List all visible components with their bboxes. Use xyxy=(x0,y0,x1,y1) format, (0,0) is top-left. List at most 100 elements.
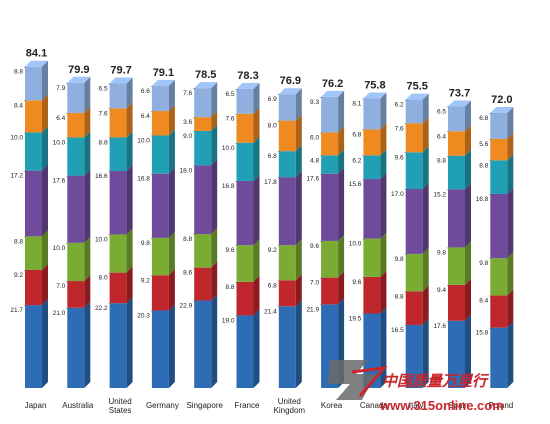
bar-segment xyxy=(363,129,381,156)
watermark: 中国质量万里行 www.315online.com xyxy=(328,360,504,413)
segment-value-label: 6.4 xyxy=(141,113,150,120)
bar-segment-side xyxy=(126,266,133,304)
bar-segment-side xyxy=(465,314,471,388)
bar-segment-side xyxy=(295,171,302,246)
bar-segment-side xyxy=(507,252,514,296)
bar-segment xyxy=(67,137,85,176)
segment-value-label: 15.8 xyxy=(476,330,489,337)
bar-stack xyxy=(25,60,48,388)
bar-segment xyxy=(490,193,508,259)
bar-segment-side xyxy=(126,131,133,172)
segment-value-label: 8.8 xyxy=(14,238,23,245)
bar-segment xyxy=(194,88,212,118)
segment-value-label: 8.8 xyxy=(479,162,488,169)
bar-segment xyxy=(67,281,85,308)
bar-segment-side xyxy=(422,247,429,292)
watermark-logo-icon xyxy=(328,360,388,400)
bar-stack xyxy=(109,77,133,388)
bar-segment-side xyxy=(126,102,133,138)
bar-segment-side xyxy=(253,82,260,114)
bar-segment xyxy=(278,151,296,178)
bar-segment-side xyxy=(168,105,175,136)
bar-segment xyxy=(278,306,296,388)
bar-segment-side xyxy=(380,270,387,314)
segment-value-label: 21.0 xyxy=(53,310,66,317)
bar-segment-side xyxy=(211,124,218,166)
segment-value-label: 8.8 xyxy=(99,139,108,146)
segment-value-label: 10.0 xyxy=(10,134,23,141)
segment-value-label: 15.6 xyxy=(349,181,362,188)
bar-segment xyxy=(321,96,339,133)
segment-value-label: 17.6 xyxy=(53,178,66,185)
segment-value-label: 9.6 xyxy=(395,154,404,161)
bar-total-label: 72.0 xyxy=(491,94,512,106)
bar-segment-side xyxy=(422,146,429,189)
bar-segment xyxy=(321,240,339,278)
bar-segment xyxy=(109,234,127,273)
bar-segment-side xyxy=(168,269,175,311)
bar-total-label: 76.2 xyxy=(322,78,343,90)
bar-top-cap xyxy=(278,88,302,95)
category-label: Spain xyxy=(448,401,468,410)
bar-total-label: 79.7 xyxy=(110,65,131,77)
segment-value-label: 8.8 xyxy=(183,236,192,243)
bar-segment-side xyxy=(42,126,48,171)
bar-top-cap xyxy=(109,77,133,84)
bar-segment xyxy=(236,180,254,246)
segment-value-label: 6.8 xyxy=(352,131,361,138)
bar-segment-side xyxy=(507,154,514,194)
bar-segment-side xyxy=(211,294,218,388)
bar-segment xyxy=(490,160,508,194)
bar-segment xyxy=(25,132,42,171)
segment-value-label: 8.6 xyxy=(183,270,192,277)
bar-segment-side xyxy=(295,300,302,388)
bar-segment xyxy=(236,88,254,114)
segment-value-label: 8.4 xyxy=(479,298,488,305)
bar-segment xyxy=(109,83,127,109)
bar-total-label: 76.9 xyxy=(280,75,301,87)
bar-segment xyxy=(194,165,212,235)
bar-segment-side xyxy=(295,239,302,281)
bar-segment xyxy=(151,135,169,174)
bar-stack xyxy=(278,88,302,388)
segment-value-label: 10.0 xyxy=(53,139,66,146)
bar-stack xyxy=(67,76,91,388)
bar-segment xyxy=(109,272,127,304)
bar-segment-side xyxy=(168,129,175,174)
bar-segment xyxy=(236,113,254,143)
bar-segment-side xyxy=(338,90,345,133)
bar-segment-side xyxy=(295,88,302,121)
segment-value-label: 10.0 xyxy=(222,145,235,152)
bar-segment xyxy=(448,189,465,248)
segment-value-label: 4.8 xyxy=(310,157,319,164)
bar-segment xyxy=(151,173,169,238)
bar-segment xyxy=(448,284,465,321)
bar-segment xyxy=(321,173,339,241)
bar-segment xyxy=(67,112,85,138)
bar-segment xyxy=(490,138,508,161)
segment-value-label: 9.2 xyxy=(141,277,150,284)
category-label: Germany xyxy=(146,401,179,410)
segment-value-label: 6.8 xyxy=(268,282,277,289)
bar-total-label: 78.3 xyxy=(237,70,258,82)
bar-segment xyxy=(448,247,465,285)
segment-value-label: 10.0 xyxy=(95,236,108,243)
segment-value-label: 9.2 xyxy=(14,272,23,279)
segment-value-label: 9.6 xyxy=(310,243,319,250)
segment-value-label: 22.2 xyxy=(95,305,108,312)
bar-total-label: 75.5 xyxy=(406,81,427,93)
bar-segment xyxy=(151,111,169,136)
bar-segment xyxy=(67,242,85,282)
bar-top-cap xyxy=(363,92,387,99)
bar-segment xyxy=(321,155,339,174)
segment-value-label: 17.8 xyxy=(264,179,277,186)
segment-value-label: 6.0 xyxy=(310,134,319,141)
bar-segment xyxy=(194,117,212,131)
bar-segment-side xyxy=(168,167,175,238)
bar-segment-side xyxy=(507,289,514,328)
bar-segment xyxy=(67,82,85,113)
segment-value-label: 8.8 xyxy=(225,284,234,291)
bar-segment-side xyxy=(253,174,260,246)
bar-segment-side xyxy=(507,187,514,259)
bar-segment xyxy=(363,179,381,239)
